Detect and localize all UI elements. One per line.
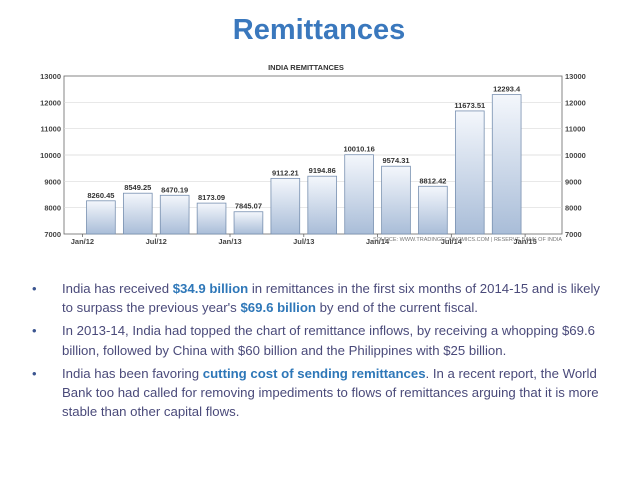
- bullet-text: by end of the current fiscal.: [315, 300, 478, 316]
- highlighted-text: cutting cost of sending remittances: [202, 365, 426, 381]
- y-tick-label-left: 9000: [44, 177, 61, 186]
- bar: [381, 165, 411, 235]
- y-tick-label-right: 9000: [565, 177, 582, 186]
- remittances-chart: INDIA REMITTANCES 7000 7000 8000 8000 9000 90…: [40, 63, 586, 246]
- bullet-item: • India has received $34.9 billion in rem…: [32, 279, 602, 317]
- bar-value-label: 8470.19: [161, 185, 188, 194]
- bar: [491, 94, 522, 235]
- bar-value-label: 8549.25: [124, 183, 151, 192]
- chart-title: INDIA REMITTANCES: [268, 63, 344, 72]
- y-tick-labels: 7000 7000 8000 8000 9000 9000 10000 10000 11000 1…: [40, 72, 586, 239]
- x-tick-label: Jan/13: [218, 237, 241, 246]
- bullet-text: In 2013-14, India had topped the chart o…: [62, 323, 595, 358]
- bar: [122, 192, 153, 235]
- y-tick-label-left: 11000: [41, 125, 61, 134]
- bar: [159, 194, 190, 235]
- bar-value-label: 8173.09: [198, 193, 225, 202]
- bullet-list: • India has received $34.9 billion in rem…: [32, 279, 602, 425]
- bar-value-label: 9112.21: [272, 168, 299, 177]
- bullet-text: India has received: [62, 281, 173, 296]
- bar: [454, 110, 485, 235]
- bar: [196, 202, 227, 235]
- x-tick-label: Jul/12: [146, 237, 167, 246]
- highlighted-text: $69.6 billion: [240, 300, 316, 316]
- bar: [233, 211, 264, 235]
- bar-value-label: 8812.42: [419, 176, 446, 185]
- y-tick-label-right: 7000: [565, 230, 582, 239]
- x-tick-label: Jan/15: [513, 237, 536, 246]
- x-tick-label: Jul/13: [293, 237, 314, 246]
- x-tick-label: Jul/14: [441, 237, 463, 246]
- bar: [270, 177, 301, 235]
- data-labels: 8260.45 8549.25 8470.19 8173.09 7845.07 9112.…: [87, 85, 521, 211]
- bars: [86, 94, 522, 235]
- bullet-text: . In a recent report, the World Bank too…: [62, 365, 599, 420]
- slide-title: Remittances: [232, 14, 406, 46]
- y-tick-label-left: 12000: [40, 98, 61, 107]
- y-tick-label-right: 11000: [565, 125, 585, 134]
- bar: [418, 185, 448, 235]
- bar-value-label: 9194.86: [309, 166, 336, 175]
- bar-value-label: 8260.45: [87, 191, 114, 200]
- bar: [344, 154, 374, 235]
- bar: [307, 175, 338, 235]
- y-tick-label-right: 8000: [565, 204, 582, 213]
- y-tick-label-right: 10000: [565, 151, 586, 160]
- bar-value-label: 11673.51: [454, 101, 485, 110]
- bar-value-label: 10010.16: [343, 145, 374, 154]
- bullet-item: • India has been favoring cutting cost of…: [32, 364, 602, 422]
- y-tick-label-left: 8000: [44, 204, 61, 213]
- x-tick-label: Jan/14: [366, 237, 390, 246]
- bullet-item: • In 2013-14, India had topped the chart …: [32, 321, 602, 359]
- y-tick-label-left: 10000: [40, 151, 61, 160]
- bar-value-label: 12293.4: [493, 85, 521, 94]
- x-tick-label: Jan/12: [71, 237, 94, 246]
- bar: [86, 200, 116, 235]
- bullet-text: India has been favoring: [62, 365, 203, 381]
- y-tick-label-right: 12000: [565, 98, 586, 107]
- chart-source: SOURCE: WWW.TRADINGECONOMICS.COM | RESER…: [373, 237, 562, 243]
- bullet-marker: •: [32, 323, 37, 339]
- y-tick-label-left: 13000: [40, 72, 61, 81]
- x-tick-labels: Jan/12 Jul/12 Jan/13 Jul/13 Jan/14 Jul/14 Jan/…: [71, 234, 537, 246]
- bar-value-label: 9574.31: [382, 156, 409, 165]
- bullet-marker: •: [32, 365, 37, 381]
- highlighted-text: $34.9 billion: [172, 281, 249, 296]
- bullet-marker: •: [32, 281, 37, 296]
- bullet-text: in remittances in the first six months o…: [62, 281, 601, 316]
- y-tick-label-left: 7000: [44, 230, 61, 239]
- bar-value-label: 7845.07: [235, 202, 262, 211]
- y-tick-label-right: 13000: [565, 72, 586, 81]
